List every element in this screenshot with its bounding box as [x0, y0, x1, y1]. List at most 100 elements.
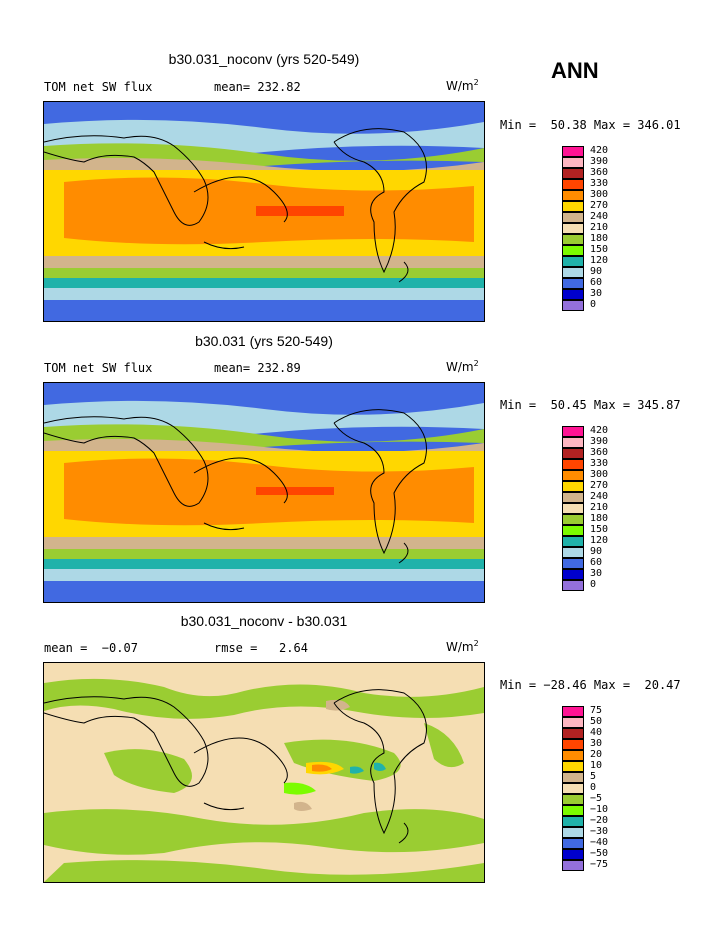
colorbar-swatch — [562, 805, 584, 816]
colorbar-level-label: 120 — [590, 255, 609, 266]
colorbar-swatch — [562, 212, 584, 223]
colorbar-swatch — [562, 300, 584, 311]
panel-3-title: b30.031_noconv - b30.031 — [180, 613, 348, 629]
colorbar-swatch — [562, 459, 584, 470]
colorbar-level-label: 270 — [590, 480, 609, 491]
colorbar-level-label: 90 — [590, 266, 603, 277]
colorbar-level-label: 360 — [590, 447, 609, 458]
colorbar-swatch — [562, 278, 584, 289]
colorbar-swatch — [562, 157, 584, 168]
colorbar-swatch — [562, 536, 584, 547]
colorbar-swatch — [562, 492, 584, 503]
colorbar-swatch — [562, 827, 584, 838]
colorbar-level-label: 420 — [590, 425, 609, 436]
colorbar-level-label: 240 — [590, 211, 609, 222]
colorbar-swatch — [562, 470, 584, 481]
colorbar-level-label: 75 — [590, 705, 603, 716]
colorbar-level-label: 210 — [590, 222, 609, 233]
colorbar-level-label: 360 — [590, 167, 609, 178]
colorbar-swatch — [562, 783, 584, 794]
colorbar-swatch — [562, 234, 584, 245]
panel-3-units: W/m2 — [446, 639, 479, 654]
colorbar-swatch — [562, 816, 584, 827]
colorbar-swatch — [562, 190, 584, 201]
colorbar-swatch — [562, 168, 584, 179]
colorbar-swatch — [562, 223, 584, 234]
colorbar-swatch — [562, 245, 584, 256]
colorbar-swatch — [562, 426, 584, 437]
colorbar-level-label: 0 — [590, 579, 597, 590]
colorbar-swatch — [562, 179, 584, 190]
colorbar-level-label: 150 — [590, 244, 609, 255]
colorbar-swatch — [562, 289, 584, 300]
panel-2-colorbar: 420 390 360 330 300 270 240 210 180 150 120 90 60 30 0 — [562, 425, 632, 598]
colorbar-level-label: 90 — [590, 546, 603, 557]
colorbar-swatch — [562, 514, 584, 525]
panel-2-map — [43, 382, 485, 603]
panel-3-rmse: rmse = 2.64 — [214, 641, 308, 655]
colorbar-level-label: 30 — [590, 568, 603, 579]
colorbar-swatch — [562, 503, 584, 514]
panel-3-colorbar: 75 50 40 30 20 10 5 0 −5 −10 −20 −30 −40 −50 −75 — [562, 705, 632, 878]
colorbar-level-label: 50 — [590, 716, 603, 727]
colorbar-level-label: 180 — [590, 233, 609, 244]
panel-1-minmax: Min = 50.38 Max = 346.01 — [500, 118, 681, 132]
panel-1-title: b30.031_noconv (yrs 520-549) — [168, 51, 360, 67]
colorbar-level-label: 20 — [590, 749, 603, 760]
colorbar-level-label: −50 — [590, 848, 609, 859]
colorbar-swatch — [562, 437, 584, 448]
season-label: ANN — [551, 58, 599, 83]
colorbar-swatch — [562, 717, 584, 728]
colorbar-level-label: 40 — [590, 727, 603, 738]
colorbar-level-label: 270 — [590, 200, 609, 211]
panel-1-variable-label: TOM net SW flux — [44, 80, 153, 94]
panel-1-field — [44, 102, 484, 321]
colorbar-level-label: −75 — [590, 859, 609, 870]
panel-2-units: W/m2 — [446, 359, 479, 374]
colorbar-level-label: 5 — [590, 771, 597, 782]
colorbar-level-label: 150 — [590, 524, 609, 535]
panel-2-title: b30.031 (yrs 520-549) — [195, 333, 333, 349]
colorbar-level-label: −20 — [590, 815, 609, 826]
colorbar-level-label: 390 — [590, 436, 609, 447]
panel-3-minmax: Min = −28.46 Max = 20.47 — [500, 678, 681, 692]
colorbar-level-label: 240 — [590, 491, 609, 502]
panel-1-map — [43, 101, 485, 322]
colorbar-swatch — [562, 558, 584, 569]
colorbar-swatch — [562, 794, 584, 805]
colorbar-level-label: 330 — [590, 178, 609, 189]
panel-2-field — [44, 383, 484, 602]
colorbar-swatch — [562, 739, 584, 750]
colorbar-level-label: 10 — [590, 760, 603, 771]
colorbar-level-label: −30 — [590, 826, 609, 837]
colorbar-level-label: −40 — [590, 837, 609, 848]
panel-2-variable-label: TOM net SW flux — [44, 361, 153, 375]
colorbar-swatch — [562, 772, 584, 783]
colorbar-swatch — [562, 267, 584, 278]
colorbar-swatch — [562, 761, 584, 772]
colorbar-swatch — [562, 849, 584, 860]
colorbar-swatch — [562, 580, 584, 591]
colorbar-level-label: 210 — [590, 502, 609, 513]
colorbar-level-label: 390 — [590, 156, 609, 167]
panel-3-field — [44, 663, 484, 882]
colorbar-level-label: 180 — [590, 513, 609, 524]
colorbar-level-label: 0 — [590, 299, 597, 310]
colorbar-level-label: −5 — [590, 793, 603, 804]
panel-1-mean: mean= 232.82 — [214, 80, 301, 94]
colorbar-swatch — [562, 569, 584, 580]
panel-2-minmax: Min = 50.45 Max = 345.87 — [500, 398, 681, 412]
colorbar-level-label: 60 — [590, 277, 603, 288]
colorbar-level-label: 0 — [590, 782, 597, 793]
colorbar-level-label: 60 — [590, 557, 603, 568]
colorbar-level-label: 30 — [590, 288, 603, 299]
colorbar-swatch — [562, 750, 584, 761]
colorbar-level-label: 300 — [590, 469, 609, 480]
panel-1-colorbar: 420 390 360 330 300 270 240 210 180 150 120 90 60 30 0 — [562, 145, 632, 318]
colorbar-swatch — [562, 860, 584, 871]
colorbar-swatch — [562, 448, 584, 459]
colorbar-swatch — [562, 256, 584, 267]
colorbar-level-label: −10 — [590, 804, 609, 815]
colorbar-swatch — [562, 706, 584, 717]
panel-2-mean: mean= 232.89 — [214, 361, 301, 375]
